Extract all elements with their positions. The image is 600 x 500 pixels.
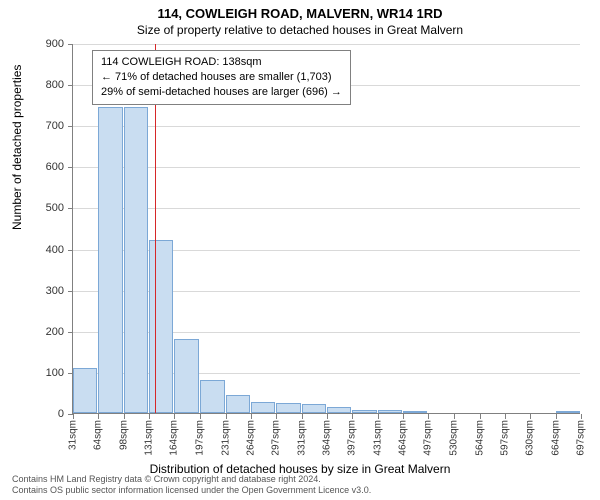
- xtick-mark: [149, 414, 150, 419]
- xtick-label: 264sqm: [245, 420, 256, 456]
- annotation-line1: 114 COWLEIGH ROAD: 138sqm: [101, 55, 342, 70]
- histogram-bar: [98, 107, 123, 413]
- xtick-mark: [352, 414, 353, 419]
- xtick-label: 197sqm: [194, 420, 205, 456]
- ytick-label: 900: [34, 38, 64, 50]
- histogram-bar: [378, 410, 402, 413]
- xtick-label: 530sqm: [448, 420, 459, 456]
- annotation-line2: ← 71% of detached houses are smaller (1,…: [101, 70, 342, 85]
- histogram-bar: [352, 410, 377, 413]
- annotation-box: 114 COWLEIGH ROAD: 138sqm ← 71% of detac…: [92, 50, 351, 105]
- ytick-label: 100: [34, 367, 64, 379]
- histogram-bar: [276, 403, 301, 413]
- xtick-mark: [505, 414, 506, 419]
- xtick-label: 164sqm: [169, 420, 180, 456]
- histogram-bar: [200, 380, 225, 413]
- xtick-label: 364sqm: [322, 420, 333, 456]
- xtick-mark: [530, 414, 531, 419]
- xtick-mark: [378, 414, 379, 419]
- xtick-label: 31sqm: [68, 420, 79, 450]
- histogram-bar: [327, 407, 351, 413]
- gridline: [73, 167, 580, 168]
- histogram-bar: [73, 368, 97, 413]
- footer-line2: Contains OS public sector information li…: [12, 485, 371, 496]
- histogram-bar: [149, 240, 173, 413]
- xtick-mark: [480, 414, 481, 419]
- gridline: [73, 208, 580, 209]
- ytick-label: 400: [34, 244, 64, 256]
- xtick-mark: [98, 414, 99, 419]
- xtick-label: 297sqm: [270, 420, 281, 456]
- ytick-mark: [68, 44, 73, 45]
- ytick-label: 800: [34, 79, 64, 91]
- xtick-label: 331sqm: [296, 420, 307, 456]
- histogram-bar: [302, 404, 326, 413]
- ytick-mark: [68, 332, 73, 333]
- ytick-label: 0: [34, 408, 64, 420]
- footer-line1: Contains HM Land Registry data © Crown c…: [12, 474, 371, 485]
- xtick-label: 64sqm: [93, 420, 104, 450]
- ytick-label: 700: [34, 120, 64, 132]
- xtick-label: 630sqm: [524, 420, 535, 456]
- xtick-mark: [556, 414, 557, 419]
- histogram-bar: [226, 395, 250, 414]
- y-axis-label: Number of detached properties: [10, 65, 24, 230]
- gridline: [73, 44, 580, 45]
- chart-subtitle: Size of property relative to detached ho…: [0, 21, 600, 37]
- xtick-mark: [124, 414, 125, 419]
- histogram-bar: [556, 411, 580, 413]
- xtick-mark: [581, 414, 582, 419]
- xtick-mark: [174, 414, 175, 419]
- xtick-mark: [276, 414, 277, 419]
- ytick-mark: [68, 167, 73, 168]
- histogram-bar: [403, 411, 427, 413]
- xtick-label: 497sqm: [423, 420, 434, 456]
- ytick-mark: [68, 85, 73, 86]
- xtick-mark: [200, 414, 201, 419]
- histogram-bar: [251, 402, 275, 414]
- xtick-mark: [302, 414, 303, 419]
- xtick-mark: [428, 414, 429, 419]
- xtick-label: 231sqm: [220, 420, 231, 456]
- ytick-label: 300: [34, 285, 64, 297]
- xtick-mark: [73, 414, 74, 419]
- xtick-mark: [226, 414, 227, 419]
- ytick-mark: [68, 250, 73, 251]
- xtick-label: 431sqm: [373, 420, 384, 456]
- histogram-bar: [174, 339, 198, 413]
- xtick-label: 464sqm: [398, 420, 409, 456]
- xtick-mark: [454, 414, 455, 419]
- ytick-label: 600: [34, 161, 64, 173]
- footer-attribution: Contains HM Land Registry data © Crown c…: [12, 474, 371, 496]
- xtick-label: 98sqm: [119, 420, 130, 450]
- gridline: [73, 126, 580, 127]
- xtick-mark: [327, 414, 328, 419]
- histogram-bar: [124, 107, 148, 413]
- ytick-mark: [68, 208, 73, 209]
- chart-title: 114, COWLEIGH ROAD, MALVERN, WR14 1RD: [0, 0, 600, 21]
- xtick-label: 664sqm: [550, 420, 561, 456]
- xtick-label: 564sqm: [474, 420, 485, 456]
- xtick-mark: [251, 414, 252, 419]
- xtick-label: 697sqm: [576, 420, 587, 456]
- ytick-mark: [68, 126, 73, 127]
- xtick-label: 597sqm: [499, 420, 510, 456]
- ytick-label: 200: [34, 326, 64, 338]
- ytick-mark: [68, 291, 73, 292]
- xtick-label: 397sqm: [347, 420, 358, 456]
- ytick-label: 500: [34, 202, 64, 214]
- chart-plot-region: 31sqm64sqm98sqm131sqm164sqm197sqm231sqm2…: [72, 44, 580, 414]
- xtick-mark: [403, 414, 404, 419]
- annotation-line3: 29% of semi-detached houses are larger (…: [101, 85, 342, 100]
- xtick-label: 131sqm: [144, 420, 155, 456]
